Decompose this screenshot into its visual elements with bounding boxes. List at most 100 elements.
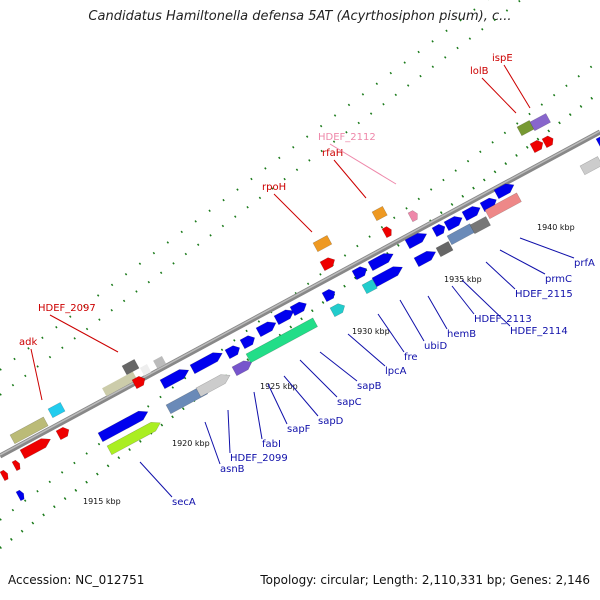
- label-leader-line: [347, 333, 386, 367]
- gene-arrow[interactable]: [139, 364, 152, 376]
- gene-label[interactable]: asnB: [220, 464, 245, 475]
- gene-label[interactable]: sapB: [357, 381, 382, 392]
- gene-arrow[interactable]: [11, 459, 22, 472]
- accession-label: Accession: NC_012751: [8, 573, 145, 587]
- gene-label[interactable]: rfaH: [322, 148, 343, 159]
- gene-label[interactable]: HDEF_2097: [38, 303, 96, 314]
- gene-label[interactable]: prmC: [545, 274, 572, 285]
- gene-arrow[interactable]: [319, 255, 337, 272]
- gene-arrow[interactable]: [273, 306, 296, 326]
- label-leader-line: [427, 295, 448, 330]
- gene-label[interactable]: prfA: [574, 258, 595, 269]
- kbp-tick-label: 1925 kbp: [260, 382, 298, 391]
- gene-arrow[interactable]: [0, 469, 10, 482]
- gene-arrow[interactable]: [595, 135, 600, 149]
- gene-label[interactable]: HDEF_2114: [510, 326, 568, 337]
- gene-arrow[interactable]: [469, 216, 491, 235]
- gene-arrow[interactable]: [231, 357, 254, 377]
- gene-arrow[interactable]: [239, 333, 257, 350]
- gene-arrow[interactable]: [255, 318, 278, 338]
- gene-label[interactable]: adk: [19, 337, 37, 348]
- gene-arrow[interactable]: [131, 374, 147, 390]
- gene-arrow[interactable]: [224, 343, 242, 360]
- label-leader-line: [30, 348, 43, 401]
- gene-arrow[interactable]: [479, 195, 499, 213]
- gene-label[interactable]: HDEF_2099: [230, 453, 288, 464]
- gene-arrow[interactable]: [404, 230, 429, 250]
- label-leader-line: [204, 421, 221, 465]
- gene-arrow[interactable]: [165, 384, 209, 415]
- gene-label[interactable]: hemB: [447, 329, 476, 340]
- gene-arrow[interactable]: [461, 203, 483, 222]
- gene-arrow[interactable]: [484, 192, 522, 220]
- label-leader-line: [253, 391, 263, 440]
- gene-label[interactable]: sapD: [318, 416, 344, 427]
- gene-arrow[interactable]: [47, 402, 66, 419]
- gene-arrow[interactable]: [329, 301, 347, 318]
- gene-arrow[interactable]: [443, 213, 465, 232]
- gene-label[interactable]: HDEF_2115: [515, 289, 573, 300]
- gene-label[interactable]: secA: [172, 497, 196, 508]
- gene-arrow[interactable]: [413, 248, 438, 268]
- gene-arrow[interactable]: [407, 209, 420, 223]
- gene-arrow[interactable]: [121, 359, 140, 376]
- gene-arrow[interactable]: [195, 371, 232, 398]
- label-leader-line: [49, 314, 119, 353]
- gene-arrow[interactable]: [371, 205, 388, 222]
- gene-arrow[interactable]: [9, 416, 49, 445]
- gene-arrow[interactable]: [529, 138, 545, 154]
- gene-label[interactable]: lolB: [470, 66, 489, 77]
- gene-arrow[interactable]: [289, 299, 309, 317]
- backbone-line-inner: [0, 130, 600, 456]
- gene-label[interactable]: fabI: [262, 439, 281, 450]
- gene-arrow[interactable]: [15, 489, 26, 502]
- genome-info: Topology: circular; Length: 2,110,331 bp…: [260, 573, 590, 587]
- gene-arrow[interactable]: [312, 235, 333, 253]
- gene-arrow[interactable]: [153, 355, 167, 369]
- gene-arrow[interactable]: [351, 264, 369, 281]
- gene-label[interactable]: rpoH: [262, 182, 286, 193]
- gene-arrow[interactable]: [371, 263, 405, 288]
- gene-label[interactable]: sapF: [287, 424, 311, 435]
- gene-label[interactable]: ubiD: [424, 341, 447, 352]
- label-leader-line: [499, 249, 546, 275]
- gene-arrow[interactable]: [431, 222, 447, 238]
- gene-arrow[interactable]: [321, 287, 337, 303]
- gene-arrow[interactable]: [435, 241, 454, 258]
- label-leader-line: [329, 143, 397, 185]
- backbone-line: [0, 129, 600, 459]
- label-leader-line: [399, 299, 425, 342]
- kbp-tick-label: 1920 kbp: [172, 439, 210, 448]
- gene-arrow[interactable]: [189, 349, 225, 375]
- label-leader-line: [519, 237, 575, 259]
- kbp-labels: 1915 kbp 1920 kbp 1925 kbp 1930 kbp 1935 kbp…: [83, 223, 575, 506]
- gene-arrow[interactable]: [361, 278, 378, 295]
- gene-arrow[interactable]: [579, 156, 600, 176]
- label-leader-line: [299, 359, 338, 398]
- gene-arrow[interactable]: [529, 113, 551, 132]
- gene-arrow[interactable]: [97, 407, 150, 443]
- gene-label[interactable]: sapC: [337, 397, 362, 408]
- gene-arrow[interactable]: [493, 180, 516, 200]
- gene-label[interactable]: ispE: [492, 53, 513, 64]
- label-leader-line: [267, 383, 288, 425]
- label-leader-line: [273, 193, 313, 233]
- label-leader-line: [333, 159, 367, 199]
- gene-arrow[interactable]: [102, 371, 138, 397]
- gene-arrow[interactable]: [245, 317, 318, 364]
- gene-arrow[interactable]: [19, 435, 53, 460]
- label-leader-line: [481, 77, 517, 114]
- gene-label[interactable]: fre: [404, 352, 418, 363]
- gene-arrow[interactable]: [541, 134, 556, 149]
- label-leader-line: [461, 279, 511, 327]
- gene-label[interactable]: lpcA: [385, 366, 407, 377]
- kbp-tick-label: 1940 kbp: [537, 223, 575, 232]
- gene-arrow[interactable]: [367, 250, 396, 272]
- gene-arrow[interactable]: [381, 225, 394, 239]
- gene-label[interactable]: HDEF_2112: [318, 132, 376, 143]
- gene-arrow[interactable]: [106, 418, 163, 456]
- gene-arrow[interactable]: [159, 366, 191, 390]
- gene-arrow[interactable]: [55, 425, 71, 441]
